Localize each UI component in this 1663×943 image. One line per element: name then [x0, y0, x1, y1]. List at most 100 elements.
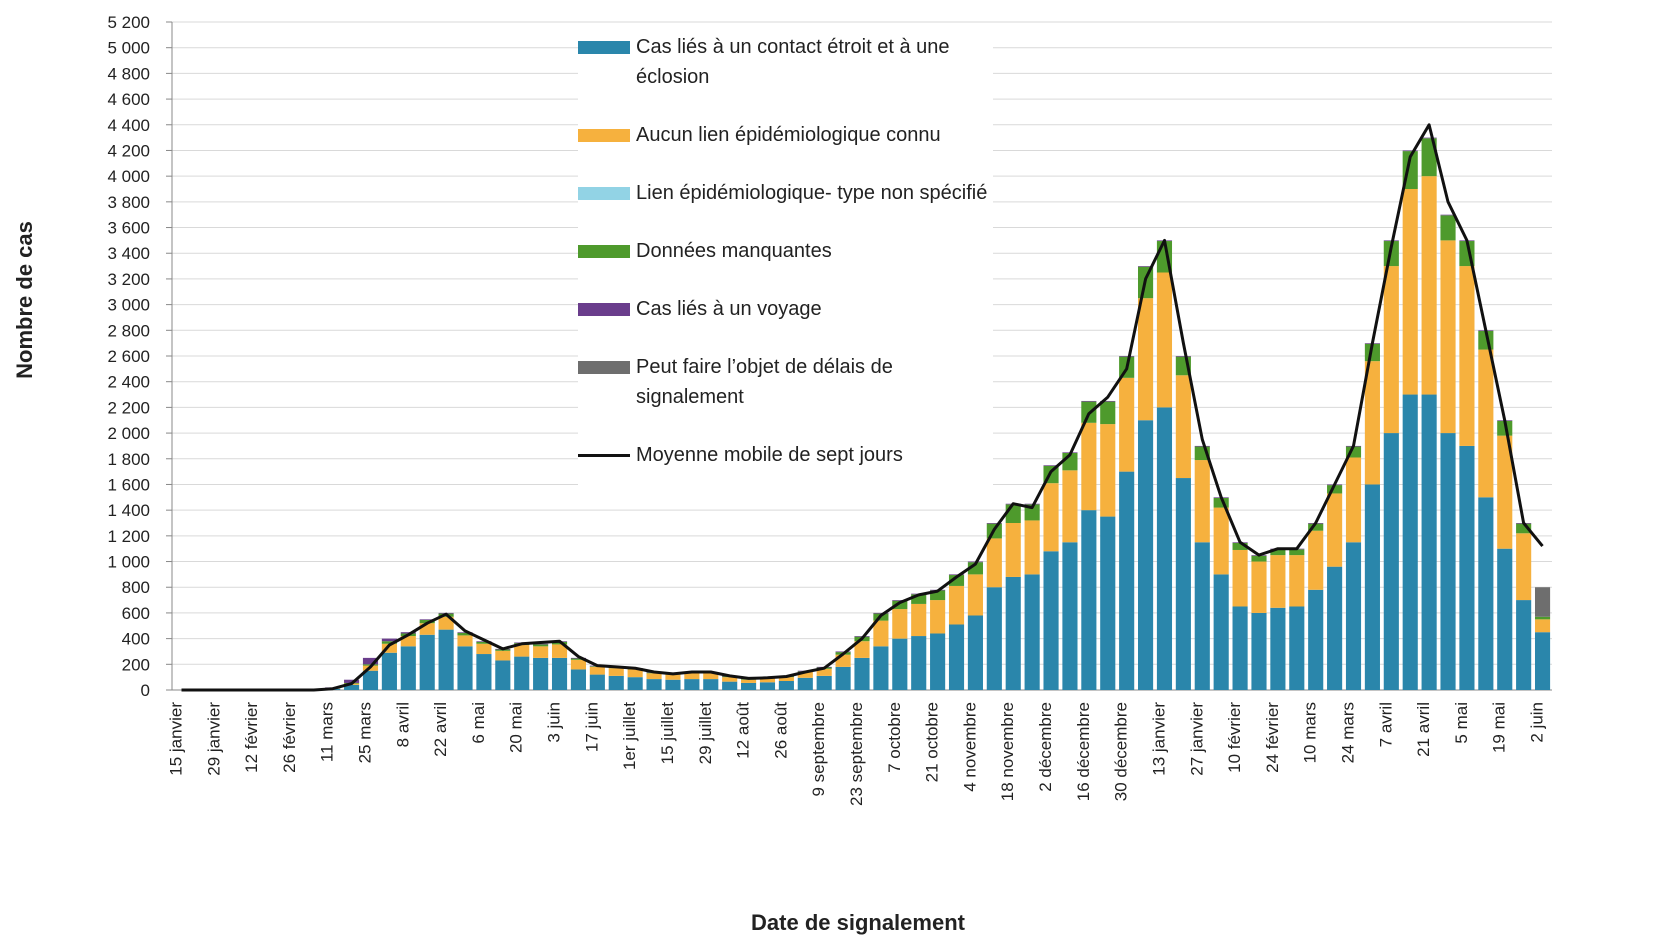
x-tick-label: 1er juillet	[620, 702, 639, 770]
bar-segment	[1081, 422, 1097, 511]
x-tick-label: 22 avril	[431, 702, 450, 757]
bar-segment	[419, 634, 435, 690]
bar-segment	[1345, 457, 1362, 543]
bar-segment	[1308, 523, 1324, 531]
bar-segment	[1459, 445, 1475, 690]
bar-segment	[1100, 516, 1116, 690]
bar-segment	[627, 669, 643, 678]
bar-segment	[1024, 574, 1040, 690]
bar-segment	[1308, 589, 1324, 690]
bar-segment	[1421, 138, 1437, 177]
legend-entry: Moyenne mobile de sept jours	[578, 440, 993, 470]
bar-segment	[419, 623, 435, 635]
bar-segment	[1327, 493, 1343, 567]
bar-segment	[1327, 485, 1343, 494]
bar-segment	[381, 638, 397, 642]
x-tick-label: 24 février	[1263, 702, 1282, 773]
bar-segment	[703, 673, 719, 680]
bar-segment	[608, 668, 624, 676]
bar-segment	[1534, 587, 1551, 617]
bar-segment	[1043, 483, 1059, 552]
x-tick-label: 9 septembre	[809, 702, 828, 797]
bar-segment	[1232, 606, 1248, 690]
bar-segment	[665, 679, 681, 690]
bar-segment	[1440, 240, 1456, 434]
bar-segment	[1534, 616, 1551, 620]
y-tick-label: 800	[122, 578, 150, 597]
bar-segment	[551, 644, 568, 658]
bar-segment	[381, 641, 397, 644]
bar-segment	[1478, 349, 1494, 498]
bar-segment	[1005, 504, 1021, 523]
bar-segment	[741, 682, 757, 690]
bar-segment	[1005, 523, 1021, 577]
bar-segment	[589, 674, 605, 690]
bar-segment	[1497, 435, 1513, 549]
bar-segment	[722, 677, 738, 682]
bar-segment	[344, 684, 360, 690]
x-tick-label: 23 septembre	[847, 702, 866, 806]
y-tick-label: 0	[141, 681, 150, 700]
bar-segment	[892, 600, 908, 601]
bar-segment	[1024, 520, 1040, 575]
bar-segment	[967, 615, 983, 690]
bar-segment	[1364, 361, 1380, 485]
y-tick-label: 2 000	[107, 424, 150, 443]
bar-segment	[1005, 576, 1021, 690]
bar-segment	[1345, 446, 1362, 458]
bar-segment	[930, 590, 946, 601]
bar-segment	[1119, 471, 1135, 690]
x-tick-label: 3 juin	[545, 702, 564, 743]
y-tick-label: 1 000	[107, 553, 150, 572]
bar-segment	[1440, 214, 1456, 216]
y-axis-title: Nombre de cas	[12, 221, 37, 379]
bar-segment	[1100, 400, 1116, 402]
bar-segment	[911, 603, 927, 637]
bar-segment	[627, 677, 643, 690]
y-tick-label: 3 000	[107, 296, 150, 315]
bar-segment	[1402, 150, 1418, 152]
legend-swatch	[578, 41, 630, 54]
bar-segment	[1138, 298, 1154, 421]
y-tick-label: 4 800	[107, 64, 150, 83]
bar-segment	[457, 632, 473, 636]
bar-segment	[1270, 549, 1286, 556]
bar-segment	[1156, 407, 1173, 690]
bar-segment	[514, 645, 530, 657]
legend: Cas liés à un contact étroit et à une éc…	[578, 32, 993, 498]
bar-segment	[344, 679, 360, 683]
bar-segment	[533, 644, 549, 647]
bar-segment	[1043, 551, 1059, 690]
bar-segment	[854, 657, 870, 690]
bar-segment	[1213, 574, 1229, 690]
bar-segment	[551, 657, 568, 690]
y-tick-label: 1 200	[107, 527, 150, 546]
bar-segment	[400, 646, 416, 690]
bar-segment	[892, 600, 908, 610]
x-tick-label: 17 juin	[582, 702, 601, 752]
bar-segment	[362, 670, 379, 690]
legend-entry: Cas liés à un voyage	[578, 294, 993, 324]
x-tick-label: 7 avril	[1376, 702, 1395, 747]
bar-segment	[1232, 549, 1248, 607]
x-tick-label: 12 août	[734, 702, 753, 759]
bar-segment	[892, 609, 908, 639]
y-tick-label: 2 600	[107, 347, 150, 366]
bar-segment	[797, 672, 813, 678]
y-tick-label: 5 000	[107, 39, 150, 58]
moving-average-line	[181, 123, 1544, 692]
legend-entry: Peut faire l’objet de délais de signalem…	[578, 352, 993, 412]
y-tick-label: 600	[122, 604, 150, 623]
bar-segment	[533, 643, 549, 645]
x-tick-label: 5 mai	[1452, 702, 1471, 744]
bar-segment	[911, 594, 927, 604]
bar-segment	[1119, 377, 1135, 472]
y-tick-label: 4 000	[107, 167, 150, 186]
bar-segment	[1213, 507, 1229, 575]
x-tick-label: 10 mars	[1301, 702, 1320, 763]
bar-segment	[816, 668, 832, 676]
bar-segment	[948, 574, 965, 576]
bar-segment	[570, 659, 586, 670]
bar-segment	[1402, 394, 1418, 690]
y-tick-label: 1 800	[107, 450, 150, 469]
